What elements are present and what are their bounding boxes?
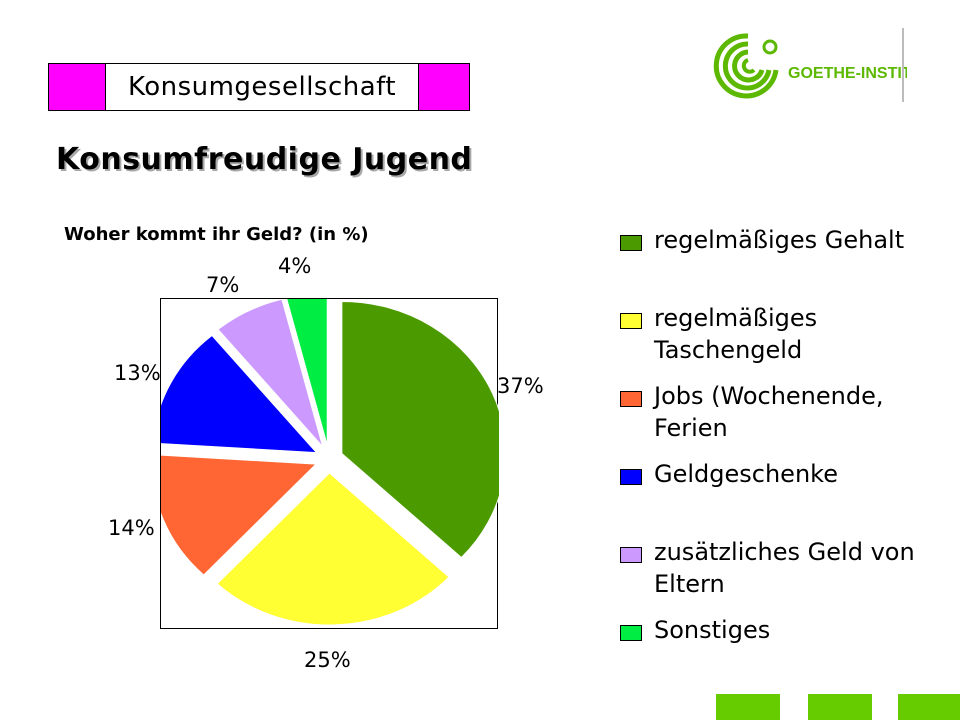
nav-button-2[interactable] [808,694,872,720]
legend-item-jobs: Jobs (Wochenende, Ferien [620,380,934,444]
legend-label: Geldgeschenke [654,460,838,488]
legend-label: zusätzliches Geld von Eltern [654,538,915,598]
pie-slice-geldgeschenke [161,334,318,454]
data-label-jobs: 14% [108,516,155,540]
page-title: Konsumfreudige Jugend [56,142,473,177]
legend-item-eltern: zusätzliches Geld von Eltern [620,536,934,600]
legend-item-gehalt: regelmäßiges Gehalt [620,224,934,256]
legend-label: Sonstiges [654,616,771,644]
pie-slice-eltern [217,299,324,447]
header-accent-right [418,64,469,110]
topic-header: Konsumgesellschaft [48,63,470,111]
logo-divider [902,28,904,102]
pie-slice-jobs [161,454,318,576]
pie-slice-taschengeld [216,472,450,626]
legend-swatch [620,469,642,485]
legend-item-geldgeschenke: Geldgeschenke [620,458,934,490]
legend-swatch [620,625,642,641]
topic-label: Konsumgesellschaft [106,64,418,110]
chart-title: Woher kommt ihr Geld? (in %) [64,224,369,245]
pie-plot-area [160,298,499,629]
data-label-sonstiges: 4% [278,254,312,278]
legend-label: regelmäßiges Gehalt [654,226,905,254]
legend-swatch [620,391,642,407]
legend-swatch [620,313,642,329]
data-label-eltern: 7% [206,273,240,297]
goethe-institut-logo: GOETHE-INSTITUT [712,30,933,102]
data-label-taschengeld: 25% [304,648,351,672]
legend-swatch [620,547,642,563]
legend-swatch [620,235,642,251]
nav-button-3[interactable] [898,694,960,720]
header-accent-left [49,64,106,110]
data-label-gehalt: 37% [497,374,544,398]
nav-button-1[interactable] [716,694,780,720]
data-label-geldgeschenke: 13% [114,361,161,385]
legend-label: regelmäßiges Taschengeld [654,304,818,364]
logo-wordmark: GOETHE-INSTITUT [788,65,907,82]
pie-slice-gehalt [341,300,499,559]
legend-label: Jobs (Wochenende, Ferien [654,382,884,442]
pie-slice-sonstiges [286,299,328,446]
legend-item-taschengeld: regelmäßiges Taschengeld [620,302,934,366]
chart-legend: regelmäßiges Gehalt regelmäßiges Taschen… [620,222,940,652]
legend-item-sonstiges: Sonstiges [620,614,934,646]
